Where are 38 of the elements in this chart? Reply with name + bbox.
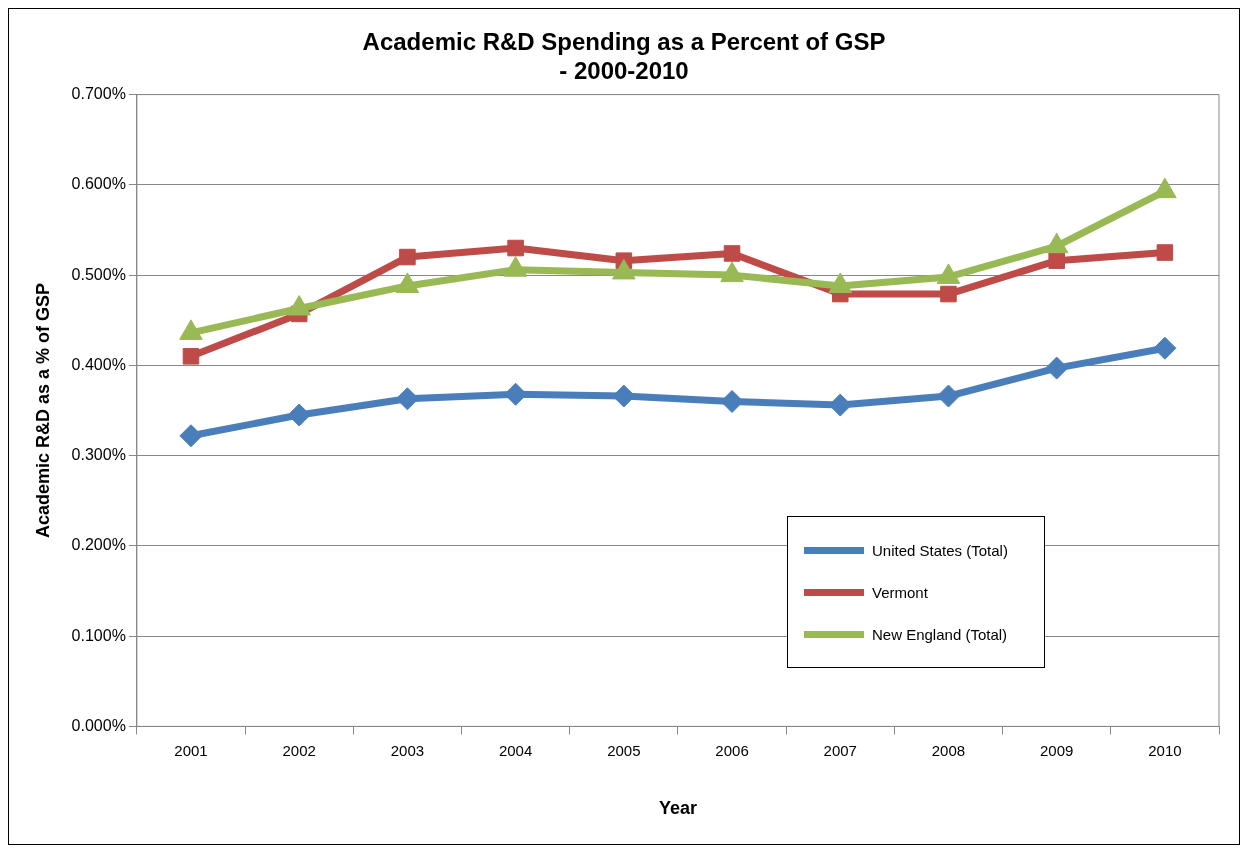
chart-title: Academic R&D Spending as a Percent of GSP - 2000-2010	[362, 28, 886, 84]
x-tick-label: 2009	[1039, 741, 1074, 759]
y-tick-label: 0.500%	[71, 265, 126, 283]
legend-label: Vermont	[872, 583, 928, 601]
x-tick-label: 2002	[282, 741, 316, 759]
point	[720, 389, 744, 413]
point	[936, 384, 960, 408]
y-axis-title: Academic R&D as a % of GSP	[32, 282, 53, 539]
point	[1156, 244, 1174, 261]
y-tick-label: 0.100%	[71, 626, 126, 644]
point	[399, 248, 416, 266]
y-tick-label: 0.400%	[71, 355, 126, 373]
point	[179, 424, 203, 448]
y-tick-label: 0.200%	[71, 536, 126, 554]
legend-label: United States (Total)	[872, 541, 1008, 559]
x-tick-label: 2007	[823, 741, 857, 759]
point	[287, 403, 311, 427]
point	[182, 348, 200, 365]
point	[723, 245, 741, 262]
y-tick-label: 0.700%	[71, 85, 126, 103]
x-axis-title: Year	[658, 798, 697, 819]
x-tick-label: 2003	[390, 741, 425, 759]
point	[507, 239, 524, 257]
legend-label: New England (Total)	[872, 625, 1008, 643]
x-tick-label: 2005	[607, 741, 641, 759]
y-tick-label: 0.600%	[71, 175, 126, 193]
x-tick-label: 2006	[715, 741, 749, 759]
point	[395, 387, 419, 411]
y-tick-label: 0.000%	[71, 716, 126, 734]
x-tick-label: 2008	[931, 741, 966, 759]
point	[940, 285, 957, 303]
point	[1048, 252, 1065, 269]
x-tick-label: 2010	[1148, 741, 1182, 759]
x-tick-label: 2004	[498, 741, 533, 759]
x-tick-label: 2001	[174, 741, 208, 759]
point	[1153, 336, 1177, 360]
y-tick-label: 0.300%	[71, 446, 126, 464]
point	[1045, 356, 1069, 380]
